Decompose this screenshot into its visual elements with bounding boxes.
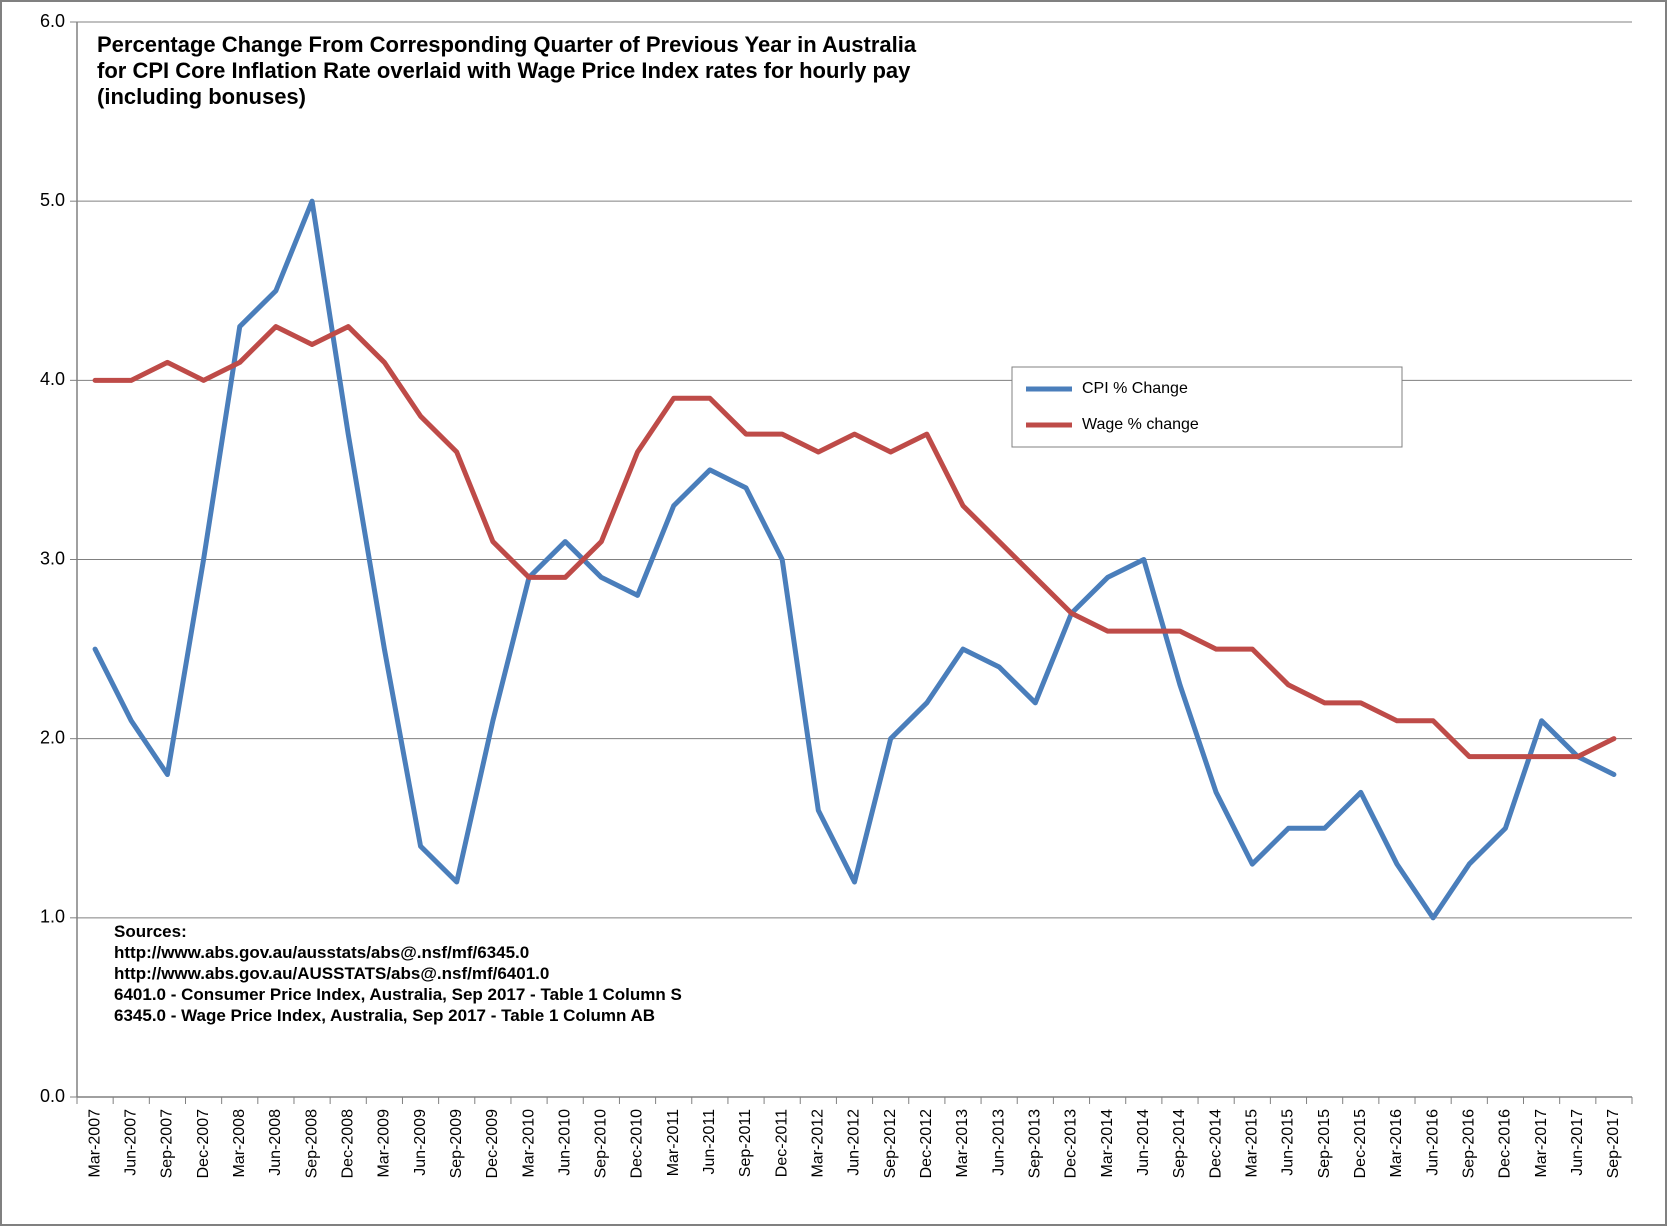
xtick-label: Mar-2012 [810, 1109, 827, 1178]
xtick-label: Sep-2010 [593, 1109, 610, 1178]
xtick-label: Dec-2015 [1352, 1109, 1369, 1178]
xtick-label: Sep-2014 [1171, 1109, 1188, 1178]
xtick-label: Dec-2010 [629, 1109, 646, 1178]
xtick-label: Mar-2015 [1244, 1109, 1261, 1178]
xtick-label: Dec-2013 [1063, 1109, 1080, 1178]
ytick-label: 5.0 [40, 190, 65, 210]
xtick-label: Sep-2011 [737, 1109, 754, 1177]
xtick-label: Sep-2007 [159, 1109, 176, 1178]
xtick-label: Mar-2017 [1533, 1109, 1550, 1178]
legend-label: CPI % Change [1082, 380, 1188, 397]
xtick-label: Dec-2014 [1207, 1109, 1224, 1178]
xtick-label: Jun-2014 [1135, 1109, 1152, 1176]
ytick-label: 1.0 [40, 907, 65, 927]
xtick-label: Dec-2011 [773, 1109, 790, 1177]
chart-title: Percentage Change From Corresponding Qua… [97, 32, 917, 109]
xtick-label: Mar-2011 [665, 1109, 682, 1176]
chart-title-line: for CPI Core Inflation Rate overlaid wit… [97, 58, 911, 83]
xtick-label: Jun-2015 [1280, 1109, 1297, 1176]
xtick-label: Sep-2015 [1316, 1109, 1333, 1178]
ytick-label: 3.0 [40, 548, 65, 568]
sources: Sources: http://www.abs.gov.au/ausstats/a… [114, 922, 682, 1025]
xtick-label: Mar-2016 [1388, 1109, 1405, 1178]
source-line: http://www.abs.gov.au/AUSSTATS/abs@.nsf/… [114, 964, 549, 983]
ytick-label: 2.0 [40, 727, 65, 747]
xtick-label: Dec-2016 [1497, 1109, 1514, 1178]
xtick-label: Dec-2009 [484, 1109, 501, 1178]
xtick-label: Jun-2013 [990, 1109, 1007, 1176]
xtick-label: Sep-2012 [882, 1109, 899, 1178]
xtick-label: Sep-2009 [448, 1109, 465, 1178]
xtick-label: Mar-2014 [1099, 1109, 1116, 1178]
ytick-label: 6.0 [40, 11, 65, 31]
xtick-label: Sep-2013 [1027, 1109, 1044, 1178]
xtick-label: Jun-2011 [701, 1109, 718, 1175]
xtick-label: Jun-2007 [122, 1109, 139, 1176]
xtick-label: Mar-2008 [231, 1109, 248, 1178]
source-line: 6345.0 - Wage Price Index, Australia, Se… [114, 1006, 655, 1025]
chart-title-line: (including bonuses) [97, 84, 306, 109]
xtick-label: Jun-2017 [1569, 1109, 1586, 1176]
xtick-label: Jun-2016 [1424, 1109, 1441, 1176]
legend-box [1012, 367, 1402, 447]
legend-label: Wage % change [1082, 416, 1199, 433]
xtick-label: Jun-2008 [267, 1109, 284, 1176]
ytick-label: 0.0 [40, 1086, 65, 1106]
xtick-label: Mar-2007 [86, 1109, 103, 1178]
legend: CPI % Change Wage % change [1012, 367, 1402, 447]
xtick-label: Sep-2016 [1460, 1109, 1477, 1178]
xtick-label: Sep-2008 [303, 1109, 320, 1178]
xtick-label: Jun-2012 [846, 1109, 863, 1176]
source-line: 6401.0 - Consumer Price Index, Australia… [114, 985, 682, 1004]
chart-frame: 0.0 1.0 2.0 3.0 4.0 5.0 6.0 Mar-2007 Jun-2007 Sep… [0, 0, 1667, 1226]
xtick-label: Dec-2007 [195, 1109, 212, 1178]
xtick-label: Mar-2009 [376, 1109, 393, 1178]
ytick-label: 4.0 [40, 369, 65, 389]
source-line: Sources: [114, 922, 187, 941]
chart-title-line: Percentage Change From Corresponding Qua… [97, 32, 917, 57]
xtick-label: Sep-2017 [1605, 1109, 1622, 1178]
xtick-label: Jun-2009 [412, 1109, 429, 1176]
xtick-label: Jun-2010 [556, 1109, 573, 1176]
xtick-label: Dec-2012 [918, 1109, 935, 1178]
line-chart: 0.0 1.0 2.0 3.0 4.0 5.0 6.0 Mar-2007 Jun-2007 Sep… [2, 2, 1665, 1224]
xtick-label: Mar-2013 [954, 1109, 971, 1178]
source-line: http://www.abs.gov.au/ausstats/abs@.nsf/… [114, 943, 529, 962]
xtick-label: Dec-2008 [339, 1109, 356, 1178]
xtick-label: Mar-2010 [520, 1109, 537, 1178]
